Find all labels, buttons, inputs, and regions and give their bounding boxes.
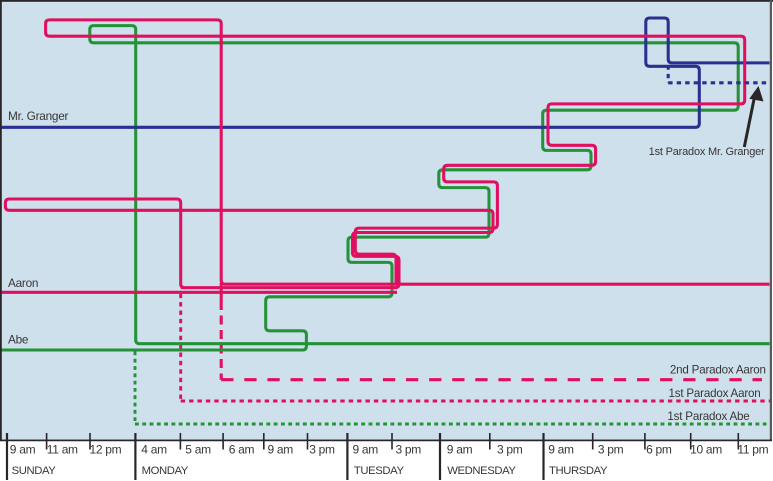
svg-text:3 pm: 3 pm	[497, 443, 523, 457]
svg-text:4 am: 4 am	[141, 443, 167, 457]
svg-text:Aaron: Aaron	[8, 276, 38, 290]
svg-text:12 pm: 12 pm	[90, 443, 122, 457]
svg-text:10 am: 10 am	[690, 443, 722, 457]
svg-text:3 pm: 3 pm	[309, 443, 335, 457]
svg-text:Abe: Abe	[8, 332, 29, 346]
svg-text:9 am: 9 am	[10, 443, 36, 457]
svg-text:3 pm: 3 pm	[396, 443, 422, 457]
svg-text:9 am: 9 am	[353, 443, 379, 457]
svg-text:SUNDAY: SUNDAY	[12, 465, 57, 477]
svg-text:5 am: 5 am	[185, 443, 211, 457]
svg-text:6 pm: 6 pm	[646, 443, 672, 457]
svg-text:9 am: 9 am	[548, 443, 574, 457]
svg-text:9 am: 9 am	[447, 443, 473, 457]
svg-text:3 pm: 3 pm	[598, 443, 624, 457]
svg-text:9 am: 9 am	[268, 443, 294, 457]
svg-text:WEDNESDAY: WEDNESDAY	[447, 465, 516, 477]
svg-text:1st Paradox Mr. Granger: 1st Paradox Mr. Granger	[649, 146, 765, 158]
svg-text:TUESDAY: TUESDAY	[354, 465, 405, 477]
svg-text:6 am: 6 am	[229, 443, 255, 457]
svg-text:1st Paradox Aaron: 1st Paradox Aaron	[669, 387, 761, 400]
svg-text:2nd Paradox Aaron: 2nd Paradox Aaron	[670, 363, 766, 376]
svg-text:THURSDAY: THURSDAY	[549, 465, 608, 477]
svg-text:Mr. Granger: Mr. Granger	[8, 109, 69, 123]
svg-text:1st Paradox Abe: 1st Paradox Abe	[667, 410, 749, 423]
svg-text:11 pm: 11 pm	[737, 443, 768, 457]
svg-text:11 am: 11 am	[47, 443, 78, 457]
svg-text:MONDAY: MONDAY	[142, 465, 189, 477]
